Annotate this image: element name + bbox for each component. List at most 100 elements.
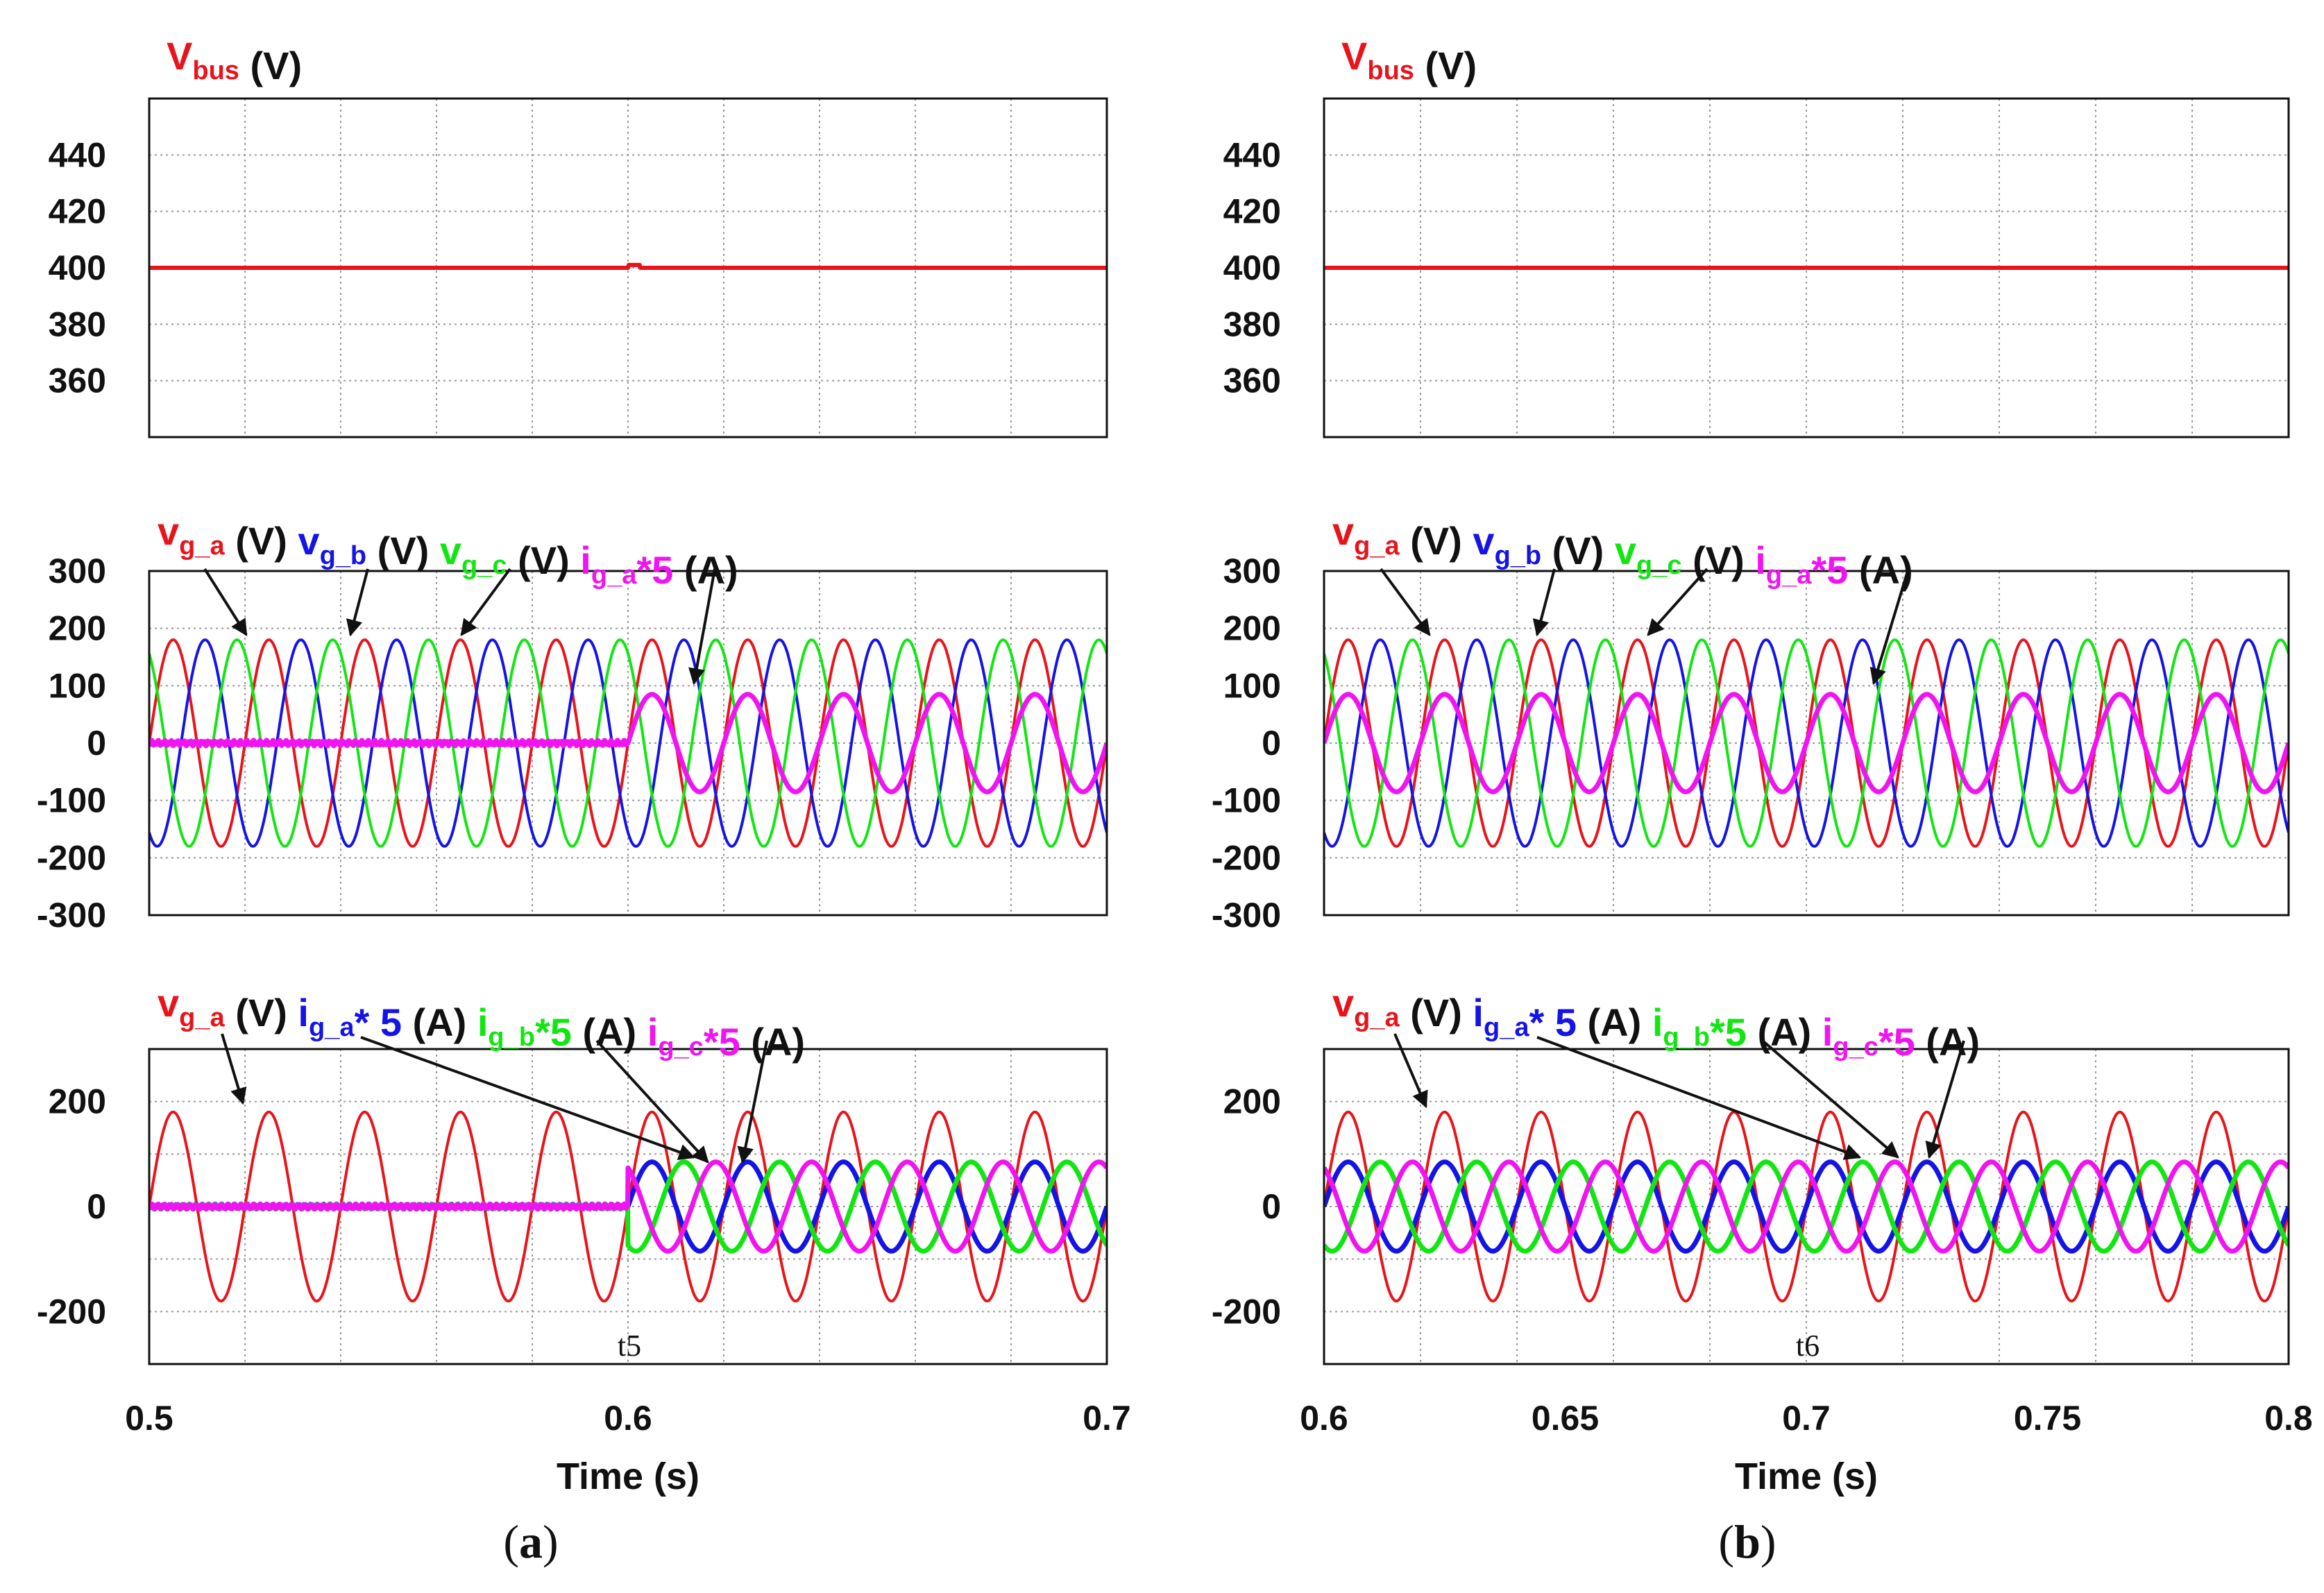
label-subscript: g_c: [1636, 551, 1681, 580]
y-tick-label: 440: [1223, 135, 1281, 174]
label-part: v: [1462, 519, 1495, 563]
y-tick-label: 200: [1223, 609, 1281, 648]
panel-a-vbus: 440 420 400 380 360 Vbus (V): [49, 34, 1108, 438]
annotation-arrow: [346, 568, 369, 637]
label-part: i: [570, 538, 591, 582]
y-tick-label: 400: [49, 248, 106, 287]
y-tick-label: 200: [49, 1082, 106, 1121]
panel-signal-label: Vbus (V): [167, 34, 302, 87]
annotation-arrow: [595, 1039, 709, 1164]
plot-frame: [148, 1048, 1108, 1365]
label-subscript: g_b: [488, 1023, 535, 1052]
plot-frame: [1323, 570, 2290, 917]
label-part: i: [636, 1010, 658, 1054]
y-tick-label: 400: [1223, 248, 1281, 287]
label-part: v: [158, 981, 179, 1025]
series-magenta-line: [149, 692, 1107, 794]
y-tick-label: 420: [49, 192, 106, 231]
label-part: V: [167, 34, 192, 78]
panel-b-currents: 200 0 -200 0.6 0.65 0.7 0.75 0.8 Time (s) t6 vg_a …: [1212, 981, 2313, 1497]
y-tick-label: 440: [49, 135, 106, 174]
series-magenta-line: [1324, 692, 2289, 794]
plot-frame: [1323, 1048, 2290, 1365]
label-part: i: [1462, 991, 1484, 1034]
y-tick-label: 200: [49, 609, 106, 648]
label-part: (V): [1541, 529, 1604, 572]
label-part: (A): [1747, 1010, 1811, 1054]
y-tick-label: 380: [1223, 305, 1281, 343]
y-tick-label: 100: [49, 666, 106, 705]
label-part: (A): [673, 548, 738, 592]
x-tick-label: 0.5: [125, 1399, 173, 1438]
label-part: i: [1811, 1010, 1833, 1054]
annotation-arrow: [203, 568, 248, 637]
label-subscript: g_a: [1354, 531, 1400, 561]
series-group: [1324, 1110, 2289, 1303]
label-part: (A): [1848, 548, 1912, 592]
annotation-arrow: [460, 568, 511, 636]
y-tick-label: -200: [37, 1292, 106, 1331]
panels-layer: 440 420 400 380 360 Vbus (V) 300 200 100 0 -100 -20…: [37, 34, 2313, 1497]
y-tick-label: -200: [1212, 838, 1281, 877]
label-part: (V): [225, 519, 287, 563]
y-tick-label: -300: [1212, 896, 1281, 935]
series-red-line: [149, 262, 1107, 270]
label-part: *5: [1811, 548, 1848, 592]
label-subscript: g_a: [1484, 1013, 1529, 1042]
y-tick-label: 200: [1223, 1082, 1281, 1121]
label-part: *5: [1710, 1010, 1747, 1054]
y-tick-label: 360: [1223, 361, 1281, 400]
label-part: (V): [1400, 991, 1462, 1034]
plot-frame: [148, 97, 1108, 438]
y-tick-label: 360: [49, 361, 106, 400]
annotation-arrow: [1536, 1036, 1862, 1160]
y-tick-label: 100: [1223, 666, 1281, 705]
y-tick-label: -300: [37, 896, 106, 935]
y-tick-label: 300: [49, 552, 106, 590]
series-blue-line: [149, 638, 1107, 848]
label-part: * 5: [1529, 1000, 1577, 1044]
label-part: (A): [1577, 1000, 1641, 1044]
panel-signal-label: vg_a (V) ig_a* 5 (A) ig_b*5 (A) ig_c*5 (…: [158, 981, 805, 1064]
label-part: *5: [704, 1020, 740, 1064]
label-part: i: [1641, 1000, 1663, 1044]
x-axis-label: Time (s): [1735, 1456, 1878, 1497]
label-subscript: g_b: [1663, 1023, 1710, 1052]
annotation-arrow: [1761, 1039, 1899, 1159]
annotation-arrow: [1393, 1033, 1428, 1109]
panel-signal-label: vg_a (V) ig_a* 5 (A) ig_b*5 (A) ig_c*5 (…: [1332, 981, 1980, 1064]
label-part: v: [287, 519, 320, 563]
x-tick-label: 0.8: [2264, 1399, 2313, 1438]
x-tick-label: 0.65: [1532, 1399, 1599, 1438]
series-group: [149, 262, 1107, 270]
label-subscript: g_b: [320, 541, 367, 570]
label-part: *5: [535, 1010, 572, 1054]
panel-signal-label: vg_a (V) vg_b (V) vg_c (V) ig_a*5 (A): [158, 509, 738, 592]
series-blue-line: [1324, 1159, 2289, 1254]
label-part: i: [466, 1000, 488, 1044]
plot-frame: [1323, 97, 2290, 438]
label-subscript: g_b: [1495, 541, 1542, 570]
label-part: (A): [740, 1020, 805, 1064]
series-blue-line: [1324, 638, 2289, 848]
y-tick-label: -100: [37, 781, 106, 820]
label-part: v: [158, 509, 179, 553]
label-part: v: [1604, 529, 1636, 572]
label-part: *5: [1878, 1020, 1915, 1064]
annotation-arrow: [221, 1033, 247, 1105]
panel-signal-label: Vbus (V): [1341, 34, 1477, 87]
label-subscript: g_a: [1354, 1003, 1400, 1032]
label-part: v: [1332, 509, 1354, 553]
label-subscript: g_a: [1766, 561, 1812, 590]
series-magenta-line: [149, 1159, 1107, 1254]
label-part: (A): [572, 1010, 636, 1054]
label-subscript: g_a: [179, 531, 225, 561]
caption-a: (a): [503, 1515, 558, 1568]
annotation-arrow: [1869, 568, 1910, 685]
y-tick-label: -100: [1212, 781, 1281, 820]
y-tick-label: 0: [1262, 1187, 1281, 1226]
annotation-arrow: [737, 1040, 768, 1164]
panel-a-grid: 300 200 100 0 -100 -200 -300 vg_a (V) vg_b (V) …: [37, 509, 1108, 935]
label-part: i: [287, 991, 309, 1034]
